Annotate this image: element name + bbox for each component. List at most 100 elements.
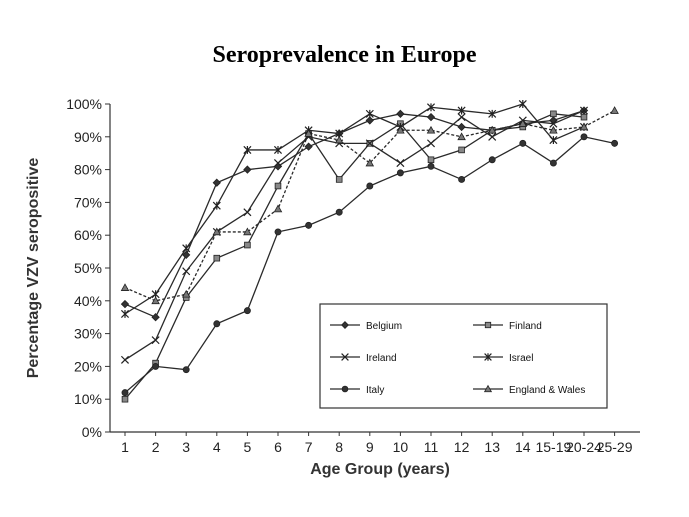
- data-point-italy: [213, 320, 221, 328]
- legend-box: [319, 303, 608, 409]
- y-tick-label: 70%: [74, 194, 102, 210]
- data-point-england-wales: [120, 283, 130, 291]
- data-point-england-wales: [212, 227, 222, 236]
- y-tick-label: 40%: [74, 293, 102, 309]
- data-point-belgium: [120, 299, 130, 309]
- x-tick-label: 10: [393, 439, 409, 455]
- data-point-finland: [274, 182, 282, 190]
- data-point-israel: [182, 244, 191, 253]
- data-point-italy: [488, 156, 496, 164]
- data-point-ireland: [273, 159, 283, 168]
- data-point-israel: [549, 136, 558, 145]
- y-tick-label: 100%: [66, 96, 102, 112]
- data-point-israel: [365, 109, 374, 118]
- x-tick-label: 20-24: [566, 439, 602, 455]
- data-point-belgium: [304, 142, 313, 151]
- data-point-finland: [213, 254, 221, 262]
- x-tick-label: 8: [335, 439, 343, 455]
- data-point-israel: [212, 201, 221, 210]
- legend-marker: [483, 384, 493, 393]
- x-axis-title: Age Group (years): [310, 461, 450, 478]
- chart-title: Seroprevalence in Europe: [212, 42, 477, 68]
- y-tick-label: 0%: [82, 424, 102, 440]
- series-line-israel: [124, 103, 585, 315]
- data-point-belgium: [396, 109, 405, 119]
- x-tick-label: 3: [182, 439, 190, 455]
- legend-marker: [341, 385, 349, 393]
- data-point-ireland: [182, 267, 191, 276]
- data-point-italy: [152, 362, 160, 370]
- data-point-italy: [243, 307, 251, 315]
- data-point-italy: [305, 221, 313, 229]
- data-point-england-wales: [518, 119, 528, 127]
- data-point-finland: [580, 113, 588, 121]
- series-markers: [120, 99, 619, 403]
- data-point-england-wales: [334, 135, 344, 144]
- data-point-ireland: [457, 113, 466, 122]
- data-point-england-wales: [549, 125, 558, 134]
- legend-label: Israel: [509, 353, 533, 364]
- legend-marker: [341, 321, 349, 329]
- data-point-england-wales: [610, 106, 619, 114]
- data-point-england-wales: [243, 227, 252, 236]
- data-point-italy: [335, 208, 343, 216]
- data-point-finland: [244, 241, 251, 249]
- data-point-england-wales: [396, 125, 405, 134]
- x-tick-label: 6: [274, 439, 282, 455]
- y-tick-label: 10%: [74, 391, 102, 407]
- data-point-belgium: [457, 122, 466, 132]
- data-point-italy: [121, 389, 129, 397]
- data-point-england-wales: [273, 204, 283, 213]
- data-point-italy: [182, 366, 190, 374]
- legend-marker: [341, 353, 349, 361]
- data-point-england-wales: [579, 122, 589, 131]
- data-point-italy: [427, 162, 435, 170]
- data-point-england-wales: [457, 132, 466, 141]
- data-point-england-wales: [151, 296, 160, 305]
- y-tick-label: 60%: [74, 227, 102, 243]
- x-tick-label: 14: [515, 439, 531, 455]
- data-point-ireland: [120, 355, 130, 364]
- data-point-belgium: [243, 165, 252, 174]
- data-point-italy: [396, 169, 404, 177]
- x-tick-label: 15-19: [535, 439, 571, 455]
- data-point-ireland: [488, 132, 497, 141]
- data-point-ireland: [365, 139, 374, 148]
- x-tick-label: 5: [244, 439, 252, 455]
- data-point-ireland: [549, 119, 558, 128]
- x-tick-label: 13: [484, 439, 500, 455]
- data-point-italy: [458, 175, 466, 183]
- x-tick-label: 4: [213, 439, 221, 455]
- series-line-belgium: [124, 109, 585, 319]
- legend-label: Finland: [509, 321, 542, 332]
- data-point-italy: [611, 139, 619, 147]
- legend-label: Ireland: [366, 353, 397, 364]
- data-point-ireland: [396, 159, 405, 168]
- data-point-israel: [426, 103, 436, 112]
- data-point-israel: [518, 99, 527, 109]
- data-point-italy: [519, 139, 527, 147]
- legend-label: Italy: [366, 385, 384, 396]
- data-point-finland: [427, 156, 435, 164]
- data-point-england-wales: [487, 125, 497, 134]
- legend-label: Belgium: [366, 321, 402, 332]
- y-tick-label: 50%: [74, 260, 102, 276]
- y-tick-label: 90%: [74, 129, 102, 145]
- data-point-italy: [580, 133, 588, 141]
- data-point-belgium: [365, 116, 374, 125]
- data-point-finland: [121, 395, 129, 403]
- data-point-finland: [550, 110, 557, 118]
- x-tick-label: 12: [454, 439, 470, 455]
- y-axis-title: Percentage VZV seropositive: [25, 158, 42, 379]
- legend-label: England & Wales: [509, 385, 585, 396]
- data-point-italy: [366, 182, 374, 190]
- data-point-belgium: [212, 178, 221, 187]
- data-point-england-wales: [426, 125, 436, 134]
- data-point-israel: [243, 145, 252, 154]
- y-tick-label: 30%: [74, 326, 102, 342]
- x-tick-label: 1: [121, 439, 129, 455]
- data-point-england-wales: [304, 129, 313, 137]
- axes: 0%10%20%30%40%50%60%70%80%90%100%1 2 3 4 5 6 7…: [25, 96, 640, 478]
- data-point-ireland: [426, 139, 436, 148]
